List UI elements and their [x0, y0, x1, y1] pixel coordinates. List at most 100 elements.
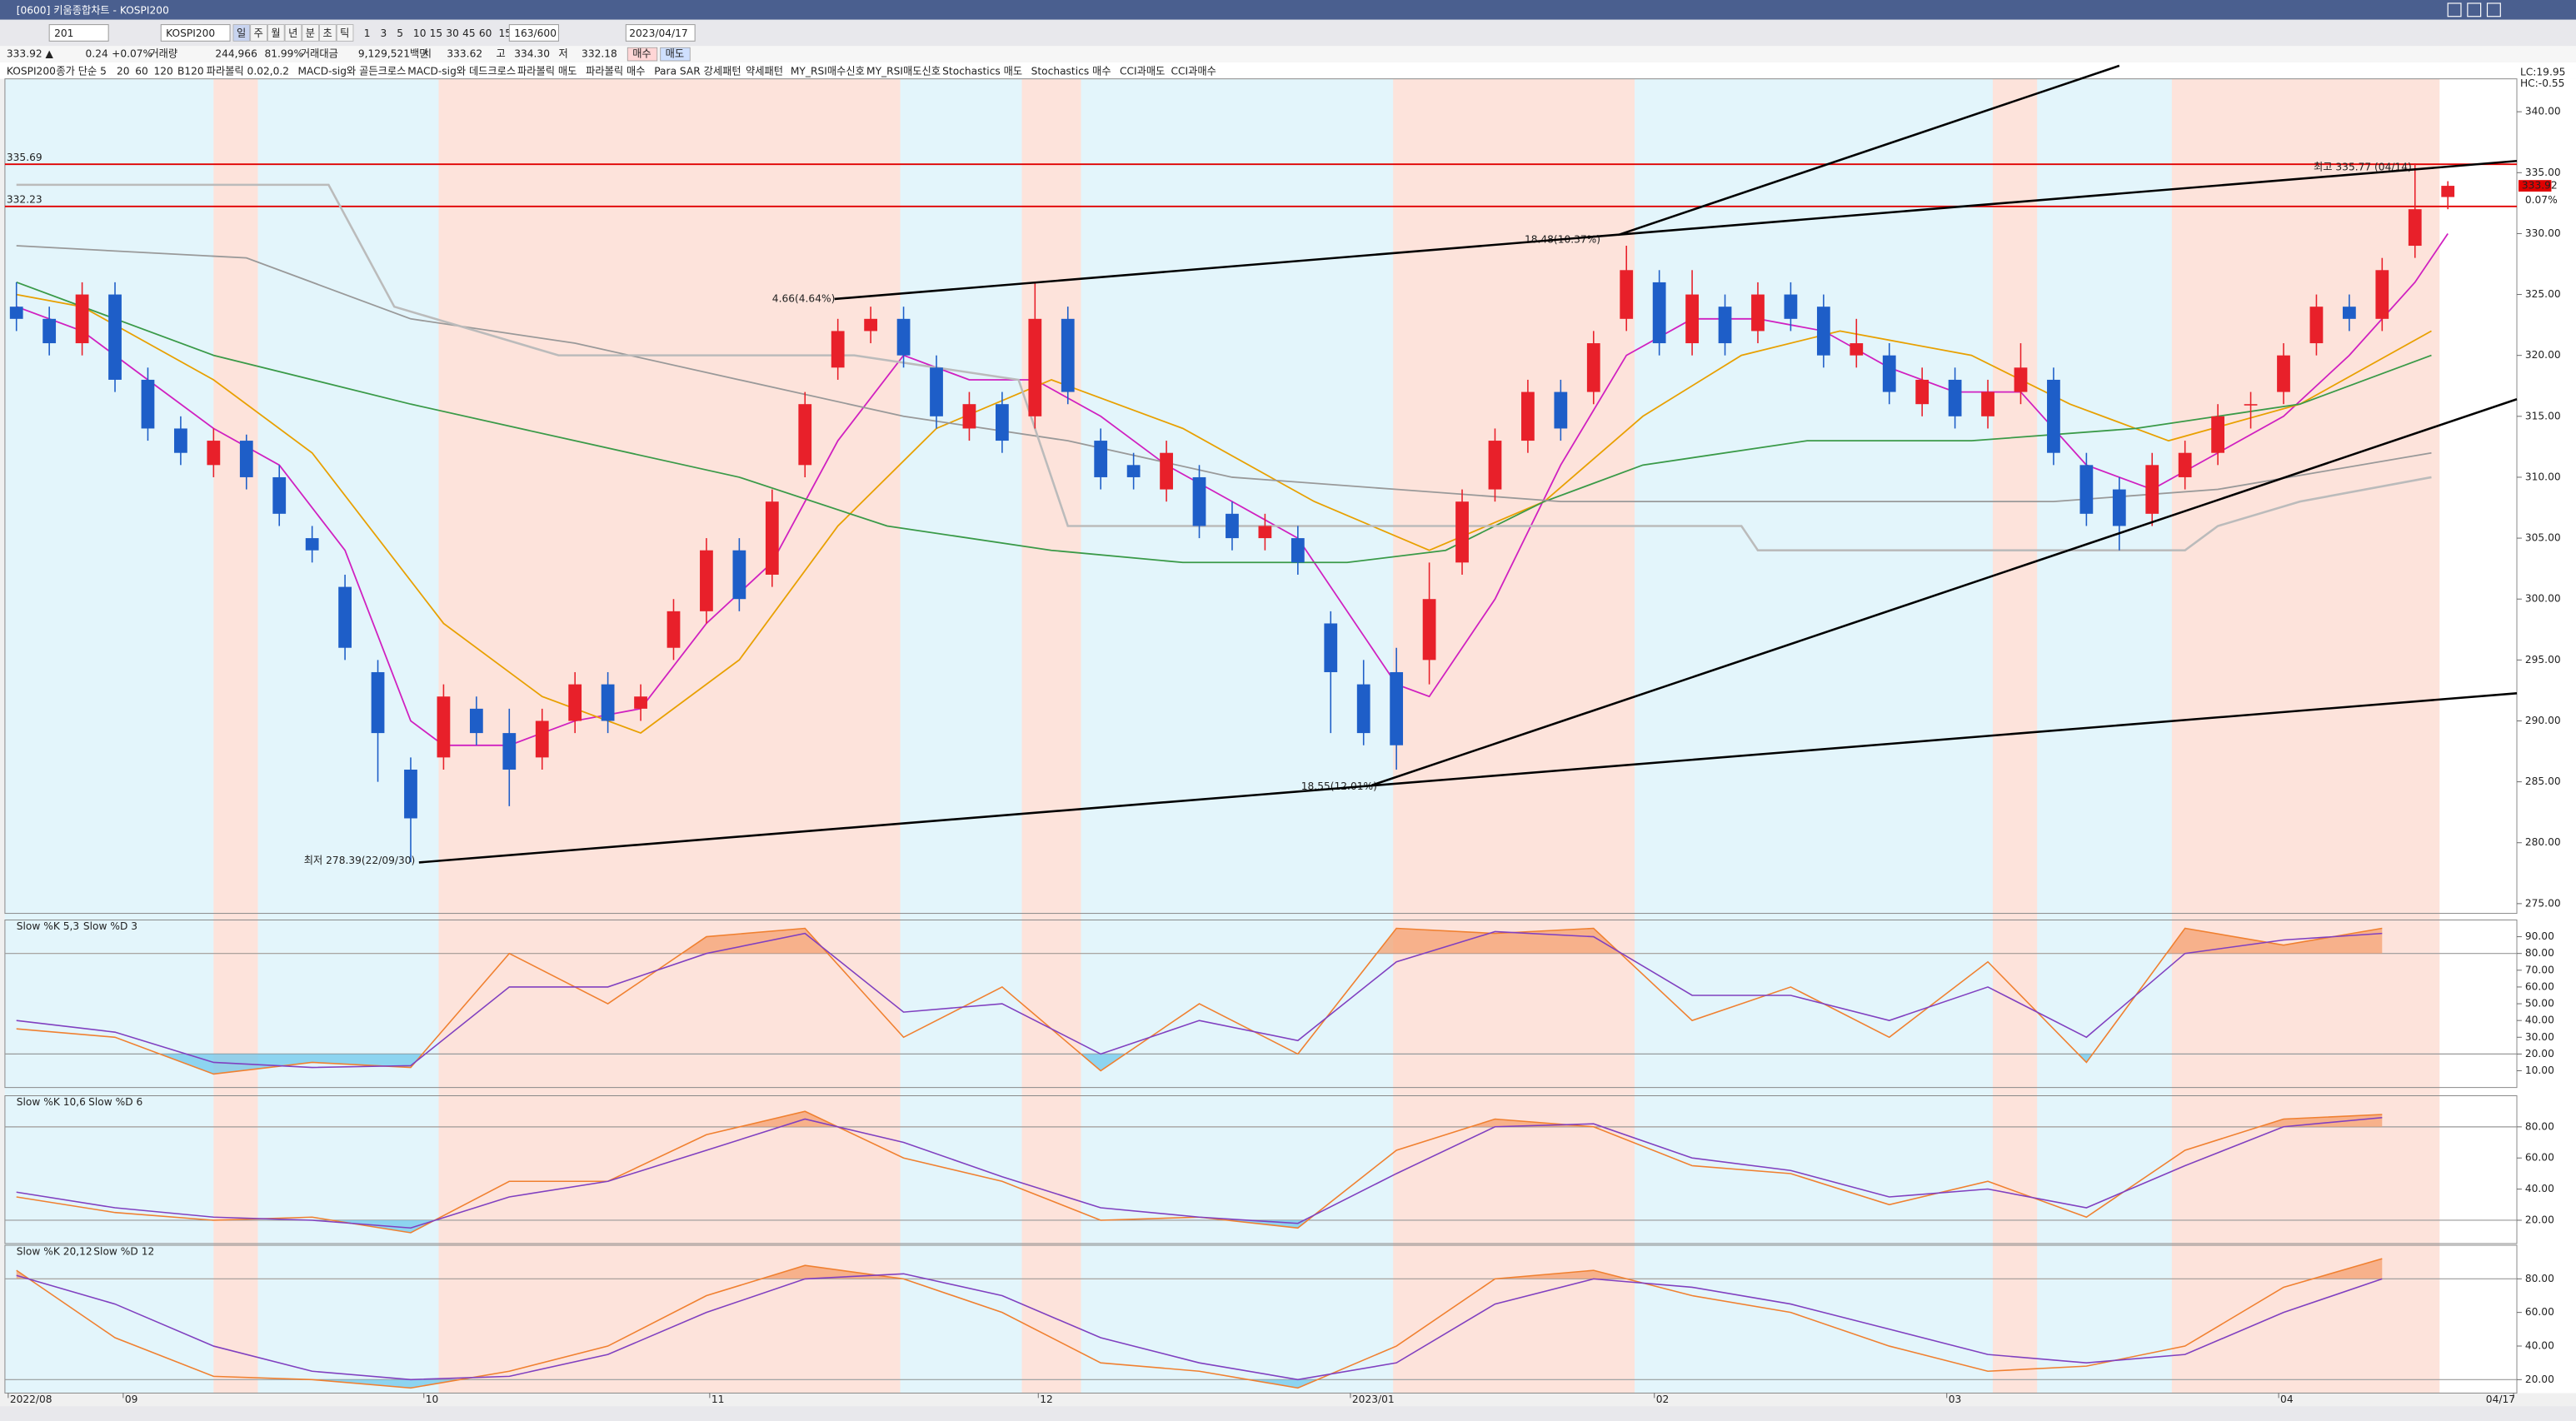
- close-button[interactable]: [2486, 2, 2501, 17]
- candle-body: [666, 611, 681, 648]
- candle-body: [1455, 501, 1469, 563]
- y-tick-label: 70.00: [2525, 964, 2554, 975]
- trade-button-label[interactable]: 매도: [666, 48, 684, 60]
- symbol-text: KOSPI200: [166, 27, 215, 39]
- y-tick-label: 290.00: [2525, 715, 2561, 726]
- date-box[interactable]: [625, 24, 696, 42]
- minute-button[interactable]: 1: [364, 27, 371, 39]
- candle-body: [930, 367, 943, 416]
- candle-body: [1061, 318, 1075, 392]
- ma-line: [16, 232, 2449, 746]
- legend-entry: 파라볼릭 매수: [586, 65, 645, 77]
- trade-button[interactable]: [660, 47, 691, 62]
- quote-field: 333.62: [447, 48, 482, 60]
- trend-lines: [418, 64, 2518, 864]
- y-tick-label: 340.00: [2525, 106, 2561, 117]
- quote-field: 거래대금: [301, 48, 338, 60]
- minute-button[interactable]: 45: [462, 27, 476, 39]
- candle-body: [2211, 416, 2225, 453]
- quote-field: 0.24: [86, 48, 108, 60]
- y-tick-label: 80.00: [2525, 1120, 2554, 1132]
- candle-body: [2079, 465, 2094, 514]
- minute-button[interactable]: 30: [446, 27, 459, 39]
- period-button[interactable]: [336, 24, 354, 42]
- y-tick-label: 60.00: [2525, 980, 2554, 992]
- trend-line: [834, 160, 2518, 301]
- candle-body: [1356, 684, 1370, 734]
- period-button[interactable]: [319, 24, 337, 42]
- maximize-button[interactable]: [2467, 2, 2482, 17]
- y-tick-label: 305.00: [2525, 532, 2561, 544]
- annotation: LC:19.95: [2520, 66, 2565, 77]
- trade-button-label[interactable]: 매수: [632, 48, 651, 60]
- axis-area: [2517, 78, 2576, 1394]
- interval-input[interactable]: 15: [498, 27, 512, 39]
- candle-body: [502, 733, 517, 770]
- candle-body: [765, 501, 779, 575]
- legend-entry: MY_RSI매수신호: [791, 65, 865, 77]
- y-tick-label: 310.00: [2525, 471, 2561, 482]
- period-button[interactable]: [284, 24, 302, 42]
- candle-body: [2014, 367, 2028, 392]
- legend-entry: CCI과매수: [1171, 65, 1216, 77]
- y-tick-label: 60.00: [2525, 1152, 2554, 1164]
- y-tick-label: 275.00: [2525, 897, 2561, 909]
- candle-body: [2309, 307, 2324, 344]
- quote-field: +0.07%: [112, 48, 152, 60]
- candle-body: [239, 441, 253, 477]
- overbought-fill: [681, 928, 2383, 954]
- band-white: [2439, 78, 2518, 1394]
- legend-entry: 파라볼릭 매도: [517, 65, 577, 77]
- x-tick-label: 03: [1949, 1394, 1962, 1405]
- minute-button[interactable]: 60: [479, 27, 492, 39]
- minute-button[interactable]: 15: [430, 27, 443, 39]
- minute-button[interactable]: 5: [397, 27, 403, 39]
- candle-body: [437, 696, 451, 758]
- candle-body: [2244, 404, 2258, 406]
- count-box: [508, 24, 559, 42]
- candle-body: [2342, 307, 2356, 319]
- trade-button[interactable]: [627, 47, 658, 62]
- quote-field: 고: [497, 48, 506, 60]
- minimize-button[interactable]: [2447, 2, 2462, 17]
- legend-entry: 파라볼릭 0.02,0.2: [207, 65, 289, 77]
- candle-body: [798, 404, 812, 466]
- candle-body: [1751, 294, 1765, 332]
- legend-entry: 20: [117, 65, 130, 77]
- scroll-bar[interactable]: [0, 1406, 2576, 1421]
- panel-frame: [4, 78, 2518, 915]
- panel-frame: [4, 1244, 2518, 1394]
- x-tick-label: 2022/08: [10, 1394, 52, 1405]
- minute-button[interactable]: 3: [381, 27, 387, 39]
- title-bar: [0, 0, 2576, 20]
- y-tick-label: 20.00: [2525, 1374, 2554, 1385]
- candle-body: [1488, 441, 1502, 490]
- y-tick-label: 80.00: [2525, 1273, 2554, 1284]
- code-input[interactable]: [48, 24, 109, 42]
- candle-body: [1094, 441, 1108, 477]
- candle-body: [2178, 452, 2192, 477]
- y-tick-label: 60.00: [2525, 1306, 2554, 1318]
- y-tick-label: 285.00: [2525, 775, 2561, 787]
- candle-body: [108, 294, 122, 380]
- period-button[interactable]: [250, 24, 267, 42]
- legend-entry: 종가 단순 5: [56, 65, 107, 77]
- band-blue: [257, 78, 439, 1394]
- legend-entry: Stochastics 매수: [1031, 65, 1111, 77]
- minute-button[interactable]: 10: [413, 27, 427, 39]
- trend-line: [418, 692, 2518, 864]
- y-tick-label: 280.00: [2525, 836, 2561, 848]
- symbol-input[interactable]: [160, 24, 231, 42]
- candle-body: [1258, 526, 1272, 539]
- y-tick-label: 300.00: [2525, 593, 2561, 605]
- annotation: HC:-0.55: [2520, 77, 2564, 89]
- period-button[interactable]: [302, 24, 319, 42]
- period-button[interactable]: [232, 24, 251, 42]
- candle-body: [1652, 282, 1666, 344]
- y-tick-label: 20.00: [2525, 1048, 2554, 1060]
- band-blue: [1081, 78, 1394, 1394]
- period-button[interactable]: [267, 24, 285, 42]
- y-tick-label: 30.00: [2525, 1031, 2554, 1043]
- x-tick-label: 02: [1656, 1394, 1670, 1405]
